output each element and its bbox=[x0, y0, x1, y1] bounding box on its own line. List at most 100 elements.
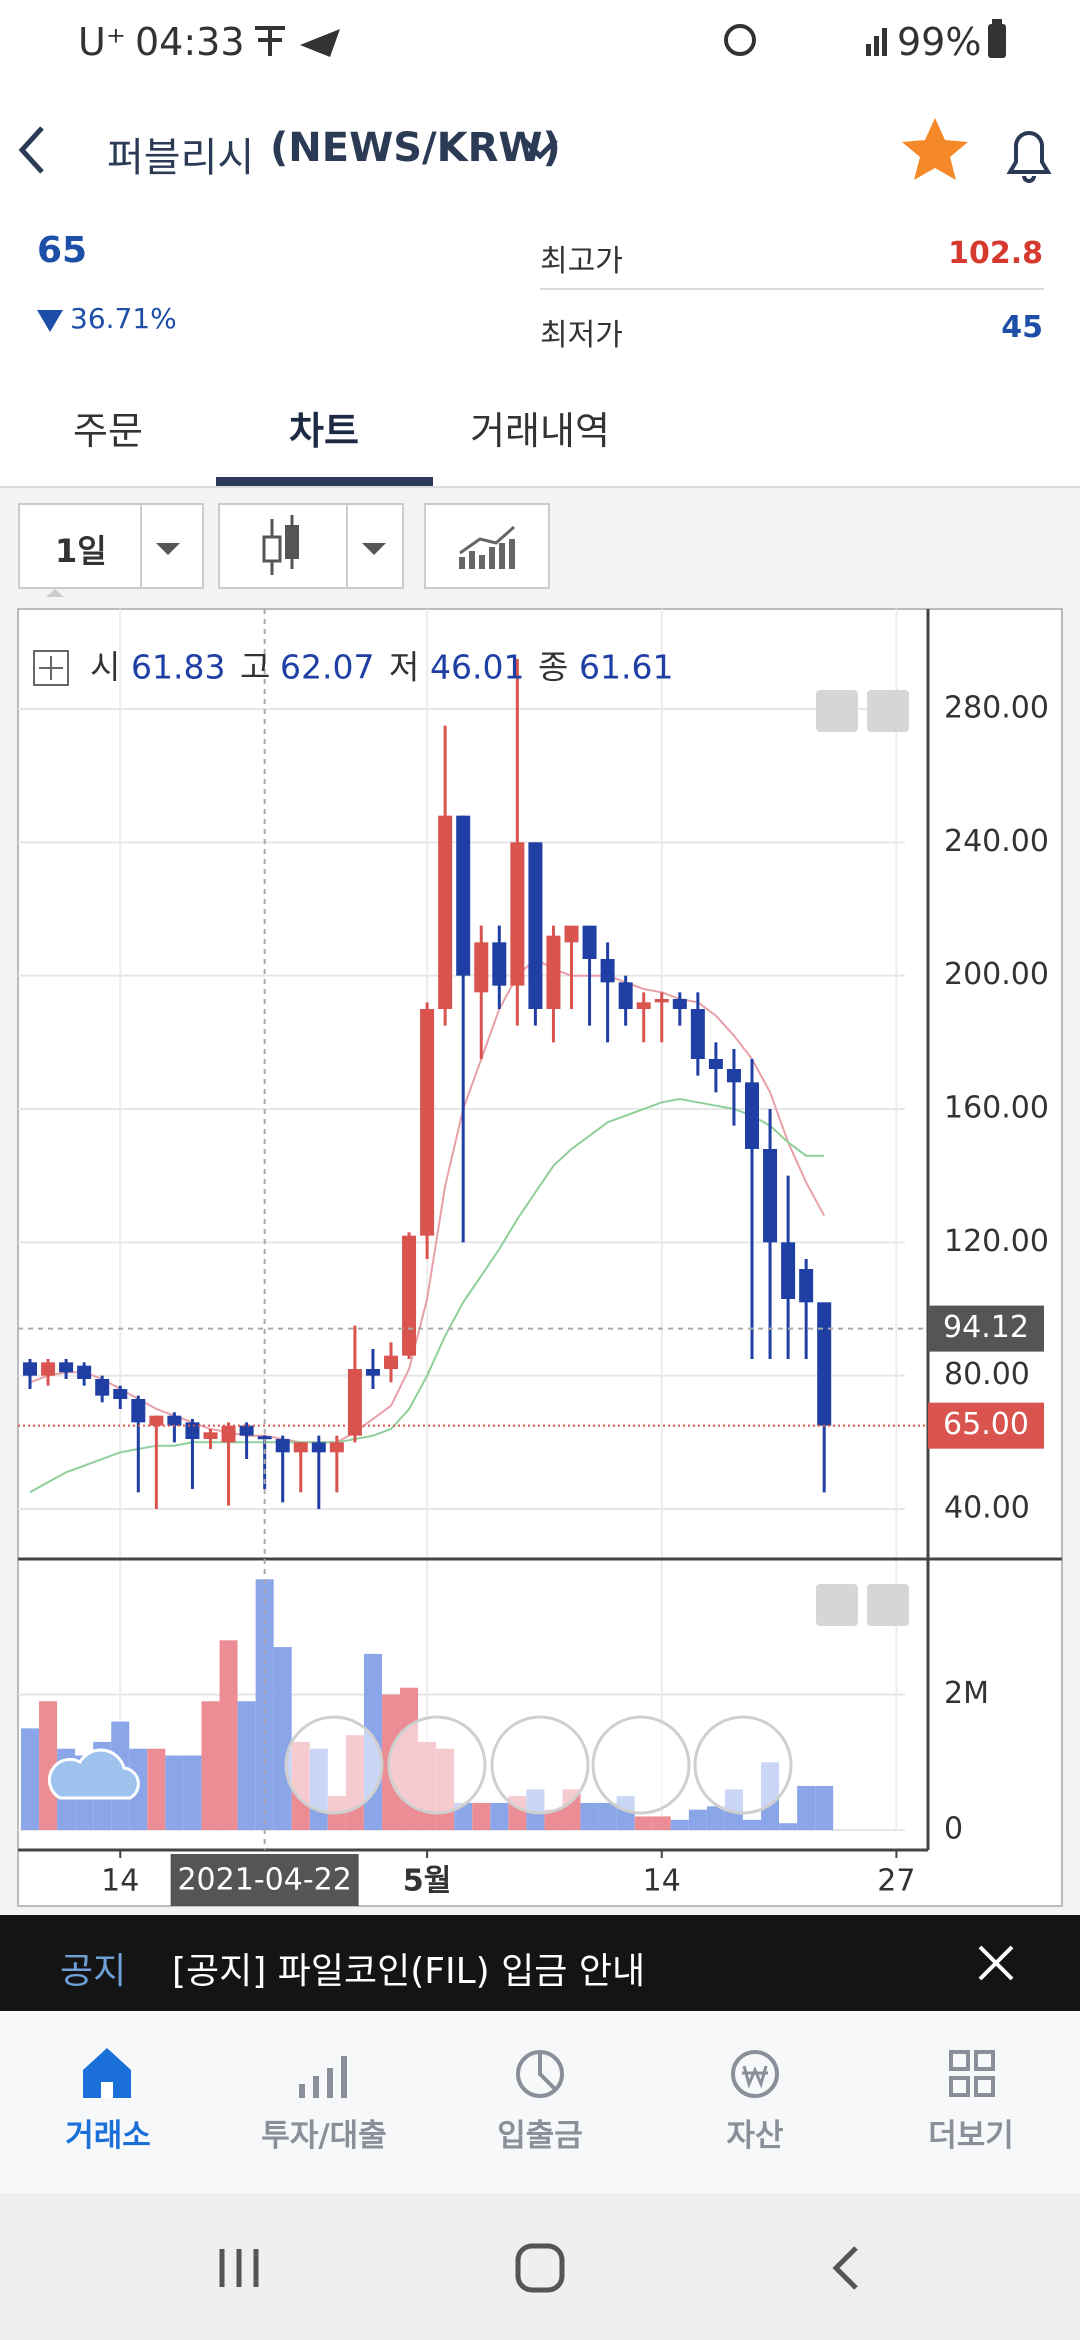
volume-bar bbox=[273, 1647, 292, 1830]
ohlc-label: 고 bbox=[240, 648, 270, 687]
notice-bar[interactable] bbox=[0, 1915, 1080, 2011]
tab[interactable]: 거래내역 bbox=[470, 409, 610, 453]
ohlc-value: 46.01 bbox=[430, 648, 524, 687]
candle-body bbox=[618, 982, 633, 1009]
tab[interactable]: 주문 bbox=[73, 409, 143, 453]
nav-item[interactable]: 입출금 bbox=[497, 2118, 583, 2154]
x-tick-label: 14 bbox=[101, 1864, 139, 1899]
candle-body bbox=[420, 1009, 435, 1236]
coin-name: 퍼블리시 bbox=[107, 135, 255, 181]
candle-body bbox=[185, 1422, 200, 1439]
nav-item[interactable]: 더보기 bbox=[928, 2118, 1014, 2154]
panel-control bbox=[816, 1584, 858, 1626]
volume-bar bbox=[652, 1816, 671, 1830]
last-price-box bbox=[928, 1402, 1044, 1449]
down-triangle bbox=[37, 310, 63, 332]
candle-body bbox=[402, 1235, 417, 1356]
ohlc-label: 종 bbox=[538, 648, 568, 687]
high-label: 최고가 bbox=[540, 244, 623, 279]
crosshair-toggle-icon bbox=[39, 656, 63, 680]
volume-bar bbox=[255, 1579, 274, 1830]
alarm-bell[interactable] bbox=[1006, 131, 1052, 183]
candle-body bbox=[745, 1082, 759, 1149]
candle-body bbox=[239, 1425, 254, 1436]
overlay-button bbox=[693, 1715, 793, 1815]
ohlc-label: 시 bbox=[90, 648, 120, 687]
overlay-button bbox=[490, 1715, 590, 1815]
candle-body bbox=[347, 1369, 362, 1436]
volume-bar bbox=[490, 1802, 509, 1830]
recent-apps[interactable] bbox=[219, 2249, 259, 2287]
y-tick-label: 80.00 bbox=[944, 1357, 1030, 1392]
volume-bar bbox=[797, 1785, 816, 1830]
y-tick-label: 280.00 bbox=[944, 691, 1049, 726]
panel-control bbox=[816, 690, 858, 732]
ohlc-label: 저 bbox=[389, 648, 419, 687]
status-battery: 99% bbox=[897, 20, 982, 64]
volume-bar bbox=[201, 1701, 220, 1830]
toolbar-icons bbox=[46, 515, 515, 597]
candle-body bbox=[672, 999, 687, 1009]
volume-bar bbox=[670, 1819, 689, 1830]
favorite-star[interactable] bbox=[902, 118, 968, 180]
candle-body bbox=[708, 1059, 723, 1069]
candle-body bbox=[41, 1362, 56, 1376]
volume-tick-label: 0 bbox=[944, 1812, 963, 1847]
candle-body bbox=[203, 1432, 218, 1439]
notice-tag: 공지 bbox=[60, 1951, 127, 1992]
notice-close[interactable] bbox=[976, 1943, 1016, 1983]
bottom-nav bbox=[0, 2011, 1080, 2193]
chart-type-button[interactable] bbox=[218, 503, 404, 589]
moving-average bbox=[29, 957, 826, 1444]
candle-body bbox=[763, 1149, 778, 1243]
volume-tick-label: 2M bbox=[944, 1676, 989, 1711]
volume-bar bbox=[634, 1816, 653, 1830]
ohlc-value: 62.07 bbox=[280, 648, 374, 687]
volume-bar bbox=[237, 1701, 256, 1830]
indicator-button[interactable] bbox=[424, 503, 550, 589]
notice-text: [공지] 파일코인(FIL) 입금 안내 bbox=[172, 1951, 646, 1992]
candle-body bbox=[149, 1415, 164, 1426]
change-rate: 36.71% bbox=[70, 302, 177, 335]
volume-bar bbox=[454, 1802, 473, 1830]
candle-body bbox=[59, 1362, 74, 1373]
overlay-button bbox=[284, 1715, 384, 1815]
crosshair-x-label: 2021-04-22 bbox=[177, 1863, 351, 1898]
nav-item[interactable]: 자산 bbox=[726, 2118, 784, 2154]
candle-body bbox=[600, 959, 615, 983]
volume-bar bbox=[598, 1802, 617, 1830]
tab-active[interactable]: 차트 bbox=[289, 409, 359, 453]
back-button[interactable] bbox=[18, 126, 44, 174]
crosshair-y-label: 94.12 bbox=[943, 1310, 1029, 1345]
y-tick-label: 160.00 bbox=[944, 1091, 1049, 1126]
nav-item[interactable]: 투자/대출 bbox=[261, 2118, 387, 2154]
candle-body bbox=[329, 1442, 344, 1453]
volume-bar bbox=[544, 1809, 563, 1830]
candle-body bbox=[77, 1365, 92, 1379]
ohlc-value: 61.83 bbox=[131, 648, 225, 687]
back-nav[interactable] bbox=[832, 2246, 858, 2290]
candle-body bbox=[311, 1442, 326, 1453]
pair-dropdown[interactable] bbox=[522, 138, 558, 160]
candle-body bbox=[564, 925, 579, 943]
overlay-button bbox=[591, 1715, 691, 1815]
candle-body bbox=[23, 1362, 37, 1376]
volume-bar bbox=[779, 1823, 798, 1830]
low-value: 45 bbox=[1001, 310, 1043, 345]
candle-body bbox=[293, 1442, 308, 1453]
divider bbox=[346, 503, 348, 589]
current-price: 65 bbox=[37, 230, 88, 271]
nav-item-active[interactable]: 거래소 bbox=[65, 2118, 151, 2154]
x-tick-label: 14 bbox=[643, 1864, 681, 1899]
volume-bar bbox=[472, 1802, 491, 1830]
candle-body bbox=[546, 935, 561, 1009]
chart: 40.00 80.00 120.00 160.00 200.00 240.00 280.00… bbox=[17, 608, 1063, 1907]
candle-body bbox=[690, 1009, 705, 1059]
candle-body bbox=[95, 1379, 110, 1396]
home-button[interactable] bbox=[515, 2243, 565, 2293]
header-icons bbox=[18, 118, 1052, 183]
candle-body bbox=[510, 842, 525, 986]
y-tick-label: 200.00 bbox=[944, 957, 1049, 992]
candle-body bbox=[113, 1389, 128, 1399]
